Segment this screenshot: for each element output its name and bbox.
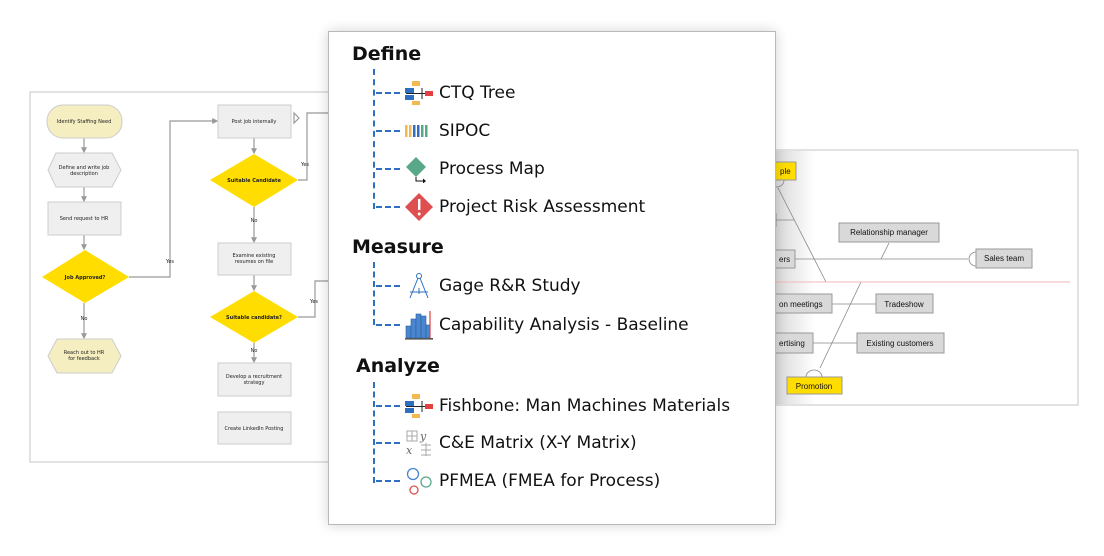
fish-sales: Sales team (984, 254, 1024, 263)
flow-post: Post job internally (232, 119, 277, 125)
menu-item-label: C&E Matrix (X-Y Matrix) (439, 433, 637, 453)
fishbone-card: ple Relationship manager ers Sales team … (739, 149, 1079, 406)
fish-meetings: on meetings (779, 300, 823, 309)
fish-relationship: Relationship manager (850, 228, 928, 237)
flow-examine-2: resumes on file (235, 259, 273, 265)
menu-item-capability[interactable]: Capability Analysis - Baseline (376, 310, 689, 340)
fishbone-icon (402, 391, 436, 421)
flow-define-1: Define and write job (59, 165, 110, 171)
flow-no-3: No (251, 348, 258, 354)
flow-examine-1: Examine existing (233, 253, 276, 259)
flow-yes-3: Yes (309, 299, 318, 305)
menu-item-pfmea[interactable]: PFMEA (FMEA for Process) (376, 466, 660, 496)
flow-no-1: No (81, 316, 88, 322)
flow-yes-1: Yes (165, 259, 174, 265)
histogram-icon (402, 310, 436, 340)
tree-line (373, 382, 375, 483)
sipoc-icon (402, 116, 436, 146)
menu-item-label: Process Map (439, 159, 545, 179)
svg-text:y: y (419, 430, 427, 443)
menu-item-label: Capability Analysis - Baseline (439, 315, 689, 335)
flow-suitable-2: Suitable candidate? (226, 315, 282, 321)
flow-send: Send request to HR (60, 216, 109, 222)
menu-item-process-map[interactable]: Process Map (376, 154, 545, 184)
fish-advertising: ertising (779, 339, 805, 348)
menu-item-label: Fishbone: Man Machines Materials (439, 396, 731, 416)
flow-yes-2: Yes (300, 162, 309, 168)
dmaic-tools-menu: Define CTQ Tree SIPOC Process Map Projec… (328, 31, 776, 525)
menu-item-label: Gage R&R Study (439, 276, 581, 296)
menu-item-label: Project Risk Assessment (439, 197, 646, 217)
svg-text:x: x (406, 444, 413, 457)
flowchart-card: Identify Staffing Need Define and write … (29, 91, 336, 463)
menu-item-ctq-tree[interactable]: CTQ Tree (376, 78, 515, 108)
flow-reach-1: Reach out to HR (64, 350, 105, 356)
menu-item-label: CTQ Tree (439, 83, 516, 103)
fish-existing: Existing customers (866, 339, 933, 348)
tree-line (373, 262, 375, 325)
menu-item-label: SIPOC (439, 121, 491, 141)
section-define: Define (352, 43, 422, 65)
flow-develop-1: Develop a recruitment (226, 374, 282, 380)
menu-item-label: PFMEA (FMEA for Process) (439, 471, 661, 491)
fish-promotion: Promotion (796, 382, 832, 391)
tree-line (373, 69, 375, 209)
flow-reach-2: for feedback (68, 356, 100, 362)
menu-item-risk-assessment[interactable]: Project Risk Assessment (376, 192, 645, 222)
menu-item-sipoc[interactable]: SIPOC (376, 116, 490, 146)
compass-icon (402, 271, 436, 301)
fish-people: ple (780, 167, 791, 176)
section-analyze: Analyze (356, 355, 440, 377)
menu-item-fishbone[interactable]: Fishbone: Man Machines Materials (376, 391, 730, 421)
flow-no-2: No (251, 218, 258, 224)
flow-approved: Job Approved? (64, 275, 106, 281)
flow-start: Identify Staffing Need (57, 119, 112, 125)
menu-item-gage-rr[interactable]: Gage R&R Study (376, 271, 581, 301)
flow-define-2: description (70, 171, 98, 177)
flow-linkedin: Create LinkedIn Posting (225, 426, 284, 432)
pfmea-icon (402, 466, 436, 496)
process-map-icon (402, 154, 436, 184)
ctq-tree-icon (402, 78, 436, 108)
risk-icon (402, 192, 436, 222)
fish-tradeshow: Tradeshow (884, 300, 924, 309)
section-measure: Measure (352, 236, 444, 258)
flow-develop-2: strategy (244, 380, 265, 386)
fish-customers: ers (779, 255, 790, 264)
flow-suitable-1: Suitable Candidate (227, 178, 281, 184)
